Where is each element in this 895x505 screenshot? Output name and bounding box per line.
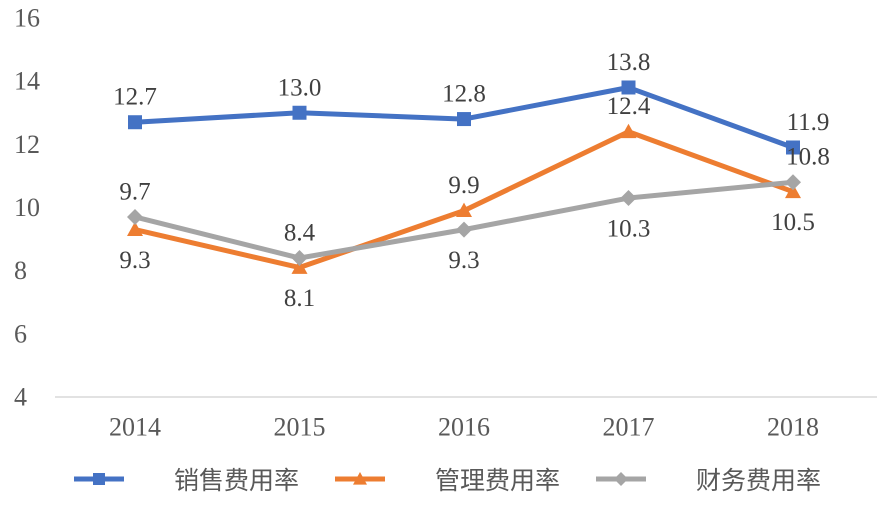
diamond-marker-icon <box>620 190 637 207</box>
square-marker-icon <box>786 140 800 155</box>
legend-item-财务费用率: 财务费用率 <box>596 461 821 497</box>
data-label: 12.7 <box>113 84 157 111</box>
y-axis-tick-label: 16 <box>14 4 40 33</box>
triangle-marker-icon <box>352 472 367 485</box>
legend-marker-diamond-icon <box>596 472 646 486</box>
series-管理费用率: 9.3 8.1 9.9 12.4 10.5 <box>119 93 815 312</box>
data-label: 12.8 <box>442 81 486 108</box>
series-销售费用率: 12.7 13.0 12.8 13.8 11.9 <box>113 49 829 155</box>
legend-item-管理费用率: 管理费用率 <box>334 461 560 497</box>
series-财务费用率: 9.7 8.4 9.3 10.3 10.8 <box>119 144 830 274</box>
triangle-marker-icon <box>620 123 637 139</box>
diamond-marker-icon <box>291 250 308 267</box>
data-label: 9.9 <box>448 172 479 199</box>
square-marker-icon <box>292 105 307 120</box>
y-axis-tick-label: 14 <box>14 67 40 96</box>
diamond-marker-icon <box>127 208 143 225</box>
legend-label: 管理费用率 <box>434 468 560 495</box>
legend-item-销售费用率: 销售费用率 <box>73 461 299 497</box>
x-axis-tick-label: 2017 <box>603 413 655 442</box>
legend-marker-triangle-icon <box>334 472 385 485</box>
legend-label: 销售费用率 <box>173 468 299 495</box>
data-label: 8.4 <box>284 220 316 247</box>
y-axis-tick-label: 10 <box>14 193 40 222</box>
legend-label: 财务费用率 <box>696 468 822 495</box>
y-axis-tick-label: 12 <box>14 130 40 159</box>
square-marker-icon <box>92 473 105 485</box>
y-axis-tick-label: 4 <box>14 383 27 412</box>
diamond-marker-icon <box>456 221 472 238</box>
triangle-marker-icon <box>785 183 801 199</box>
y-axis-tick-label: 8 <box>14 256 27 285</box>
data-label: 10.8 <box>786 144 830 171</box>
x-axis-tick-label: 2016 <box>438 413 490 442</box>
data-label: 12.4 <box>607 93 651 120</box>
data-label: 9.7 <box>119 178 150 205</box>
data-label: 13.8 <box>607 49 651 76</box>
data-label: 10.3 <box>607 216 651 243</box>
data-label: 8.1 <box>284 285 315 312</box>
data-label: 11.9 <box>787 109 830 136</box>
data-label: 9.3 <box>448 247 479 274</box>
data-label: 13.0 <box>278 74 322 101</box>
square-marker-icon <box>457 112 471 127</box>
x-axis-tick-label: 2015 <box>274 413 326 442</box>
data-label: 10.5 <box>771 209 815 236</box>
y-axis-tick-label: 6 <box>14 319 27 348</box>
x-axis-tick-label: 2018 <box>767 413 819 442</box>
data-label: 9.3 <box>119 247 150 274</box>
legend: 销售费用率 管理费用率 财务费用率 <box>0 456 895 502</box>
legend-marker-square-icon <box>73 473 124 485</box>
diamond-marker-icon <box>614 472 628 486</box>
triangle-marker-icon <box>291 259 308 274</box>
square-marker-icon <box>621 80 636 95</box>
triangle-marker-icon <box>456 202 472 218</box>
square-marker-icon <box>128 115 142 130</box>
diamond-marker-icon <box>785 174 801 191</box>
x-axis-tick-label: 2014 <box>109 413 161 442</box>
triangle-marker-icon <box>127 221 143 237</box>
